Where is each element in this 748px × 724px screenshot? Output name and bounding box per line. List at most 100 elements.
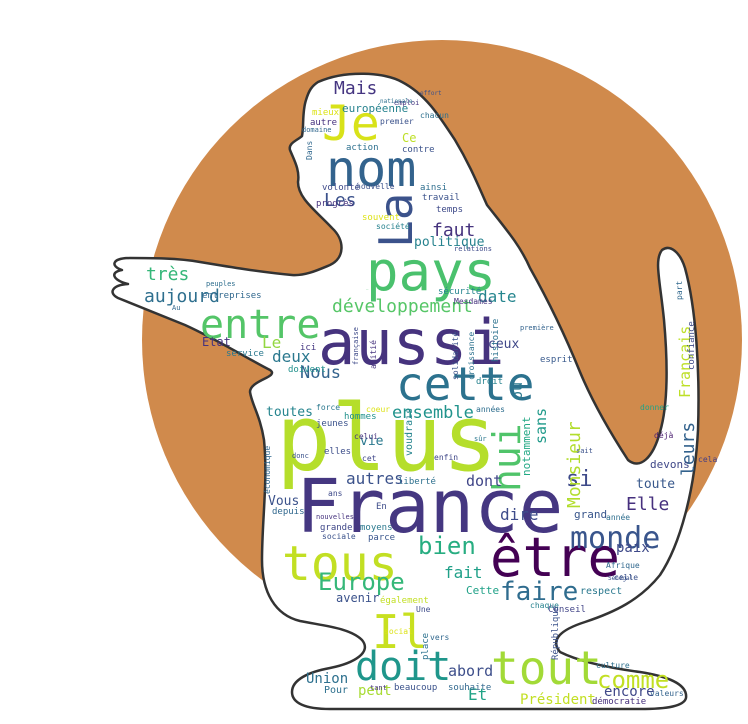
cloud-word: Mesdames — [454, 297, 493, 306]
cloud-word: France — [296, 464, 563, 550]
cloud-word: politique — [414, 235, 485, 250]
cloud-word: beaucoup — [394, 683, 437, 693]
cloud-word: encore — [604, 684, 655, 700]
cloud-word: leurs — [678, 422, 699, 476]
cloud-word: dont — [466, 472, 502, 490]
cloud-word: où — [508, 382, 526, 400]
cloud-word: croissance — [467, 332, 476, 380]
cloud-word: volonté — [322, 182, 360, 193]
cloud-word: Conseil — [548, 605, 586, 615]
cloud-word: culture — [596, 661, 630, 670]
cloud-word: République — [550, 606, 561, 660]
cloud-word: Europe — [318, 568, 405, 596]
cloud-word: vers — [430, 633, 449, 642]
cloud-word: française — [352, 327, 360, 365]
cloud-word: esprit — [540, 355, 573, 365]
cloud-word: européenne — [342, 102, 408, 115]
cloud-word: celui — [354, 432, 378, 441]
silhouette-figure — [111, 72, 700, 711]
cloud-word: temps — [436, 205, 463, 215]
cloud-word: hommes — [344, 412, 377, 422]
cloud-word: ceux — [488, 337, 519, 352]
cloud-word: Français — [676, 326, 694, 398]
cloud-word: nom — [326, 140, 416, 198]
cloud-word: voudrais — [404, 408, 415, 456]
cloud-word: souhaite — [448, 683, 491, 693]
cloud-word: Le — [262, 333, 281, 352]
cloud-word: peut — [358, 683, 392, 699]
cloud-word: valeurs — [650, 689, 684, 698]
cloud-word: aussi — [318, 306, 505, 379]
cloud-word: effort — [420, 90, 442, 97]
cloud-word: domaine — [302, 126, 332, 134]
cloud-word: La — [369, 193, 423, 248]
cloud-word: deux — [272, 347, 311, 366]
cloud-word: amitié — [368, 340, 378, 369]
cloud-word: faut — [432, 220, 475, 241]
cloud-word: année — [606, 512, 630, 522]
cloud-word: très — [146, 264, 189, 285]
cloud-word: Nous — [300, 363, 341, 383]
cloud-word: paix — [616, 540, 650, 556]
cloud-word: respect — [580, 586, 622, 597]
cloud-word: sans — [532, 408, 550, 444]
cloud-word: parce — [368, 533, 395, 543]
cloud-word: Pour — [324, 685, 348, 696]
cloud-word: Une — [416, 605, 431, 614]
cloud-word: également — [380, 595, 429, 606]
cloud-word: solidarité — [450, 332, 460, 380]
cloud-word: Ce — [402, 131, 416, 145]
cloud-word: sociale — [322, 532, 356, 541]
cloud-word: dire — [500, 505, 539, 524]
cloud-word: Vous — [268, 494, 299, 509]
cloud-word: service — [226, 349, 264, 359]
cloud-word: hui — [485, 423, 529, 492]
cloud-word: emploi — [394, 99, 419, 107]
cloud-word: moyens — [360, 523, 393, 533]
cloud-word: celle — [614, 573, 638, 582]
cloud-word: autres — [346, 469, 404, 488]
cloud-word: déjà — [654, 430, 673, 440]
cloud-word: sûr — [474, 435, 487, 443]
cloud-word: tous — [282, 536, 398, 592]
cloud-word: sait — [576, 447, 593, 455]
cloud-word: mieux — [312, 108, 340, 118]
cloud-word: pays — [366, 289, 369, 291]
cloud-word: développement — [332, 296, 473, 317]
cloud-word: Monsieur — [564, 421, 585, 508]
cloud-word: doivent — [288, 365, 326, 375]
cloud-word: monde — [570, 521, 660, 556]
cloud-word: En — [376, 502, 387, 512]
cloud-word: progrès — [316, 198, 354, 209]
cloud-word: toute — [636, 477, 675, 492]
cloud-word: être — [490, 526, 620, 589]
cloud-word: avenir — [336, 591, 379, 605]
cloud-word: ensemble — [392, 403, 474, 423]
cloud-word: devons — [650, 458, 690, 471]
cloud-word: donc — [292, 452, 309, 460]
cloud-word: force — [316, 403, 340, 412]
cloud-word: fait — [444, 563, 483, 582]
cloud-word: travail — [422, 193, 460, 203]
cloud-word: Dans — [305, 141, 314, 160]
cloud-word: Président — [520, 692, 596, 708]
cloud-word: Mais — [334, 78, 377, 99]
cloud-word: elles — [324, 447, 351, 457]
cloud-word: ans — [328, 489, 343, 498]
cloud-word: action — [346, 143, 379, 153]
cloud-word: ainsi — [420, 183, 447, 193]
cloud-word: années — [476, 404, 505, 414]
cloud-word: première — [520, 324, 554, 332]
cloud-word: Et — [468, 685, 487, 704]
cloud-word: démocratie — [592, 696, 646, 707]
cloud-word: Je — [322, 96, 380, 152]
cloud-word: relations — [454, 245, 492, 253]
cloud-word: social — [384, 627, 413, 636]
cloud-word: bien — [418, 532, 476, 560]
cloud-word: économique — [262, 446, 272, 494]
cloud-word: place — [421, 633, 431, 660]
cloud-word: abord — [448, 662, 493, 680]
